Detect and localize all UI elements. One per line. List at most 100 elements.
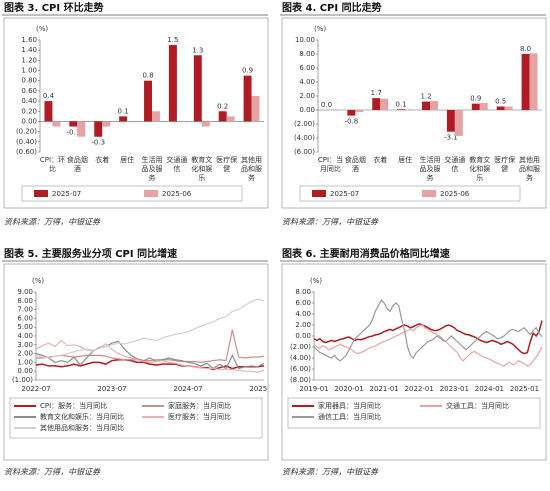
y-tick-label: (6.00) [290,365,311,373]
label-line: 其他用 [519,155,540,164]
bar [102,121,111,127]
y-tick-label: (2.00) [294,120,315,128]
y-tick-label: (4.00) [290,354,311,362]
x-tick-label: 医疗保健 [216,155,237,173]
label-line: 交通通 [444,155,465,164]
x-tick-label: 2024-01 [475,385,504,393]
label-line: 乐 [476,173,483,182]
legend-label: 2025-06 [162,190,192,198]
value-label: 0.8 [142,72,153,80]
legend-swatch [144,190,158,197]
x-tick-label: 2025-07 [249,385,278,393]
bar [422,101,430,110]
y-tick-label: (1.00) [12,376,33,384]
y-tick-label: 0.80 [21,77,37,85]
x-tick-label: 2022-07 [21,385,50,393]
bar [119,116,128,122]
label-line: 务 [248,173,255,182]
label-line: 信 [451,164,458,173]
label-line: 医疗保 [216,155,237,164]
bar [52,121,61,127]
y-tick-label: 1.00 [21,67,37,75]
y-tick-label: 0.00 [299,106,315,114]
value-label: 1.5 [167,36,178,44]
label-line: 月同比 [320,164,341,173]
x-tick-label: 2020-01 [334,385,363,393]
y-tick-label: 1.40 [21,46,37,54]
legend-label: 2025-07 [52,190,81,198]
label-line: 务 [149,173,156,182]
chart-title: 图表 3. CPI 环比走势 [4,1,104,14]
label-line: 务 [427,173,434,182]
bar [529,53,538,110]
y-tick-label: 4.00 [299,78,315,86]
x-tick-label: 生活用品及服务 [420,155,441,182]
x-tick-label: 交通通信 [166,155,187,173]
bar [201,121,210,127]
chart-title: 图表 4. CPI 同比走势 [282,1,382,14]
label-line: 品及服 [420,165,441,173]
x-tick-label: 2022-01 [405,385,434,393]
label-line: 生活用 [142,155,163,164]
y-tick-label: (0.40) [16,138,37,146]
y-tick-label: (4.00) [294,134,315,142]
bar [521,54,530,110]
x-tick-label: 教育文化和娱乐 [191,155,212,182]
series-line [313,320,543,355]
chart-title: 图表 6. 主要耐用消费品价格同比增速 [282,247,450,260]
legend-label: 2025-07 [330,190,359,198]
legend-swatch [422,190,436,197]
source-note: 资料来源：万得，中银证券 [4,468,101,477]
label-line: 比 [49,164,56,173]
y-tick-label: 0.00 [17,367,33,375]
series-line [313,299,543,362]
legend-label: 通信工具：当月同比 [318,412,381,421]
label-line: 酒 [352,165,359,173]
label-line: CPI：环 [40,156,65,164]
legend-label: 家用器具：当月同比 [318,401,381,410]
y-tick-label: 8.00 [299,50,315,58]
bar [504,106,513,110]
x-tick-label: 2023-01 [440,385,469,393]
y-tick-label: 2.00 [17,350,33,358]
bar [380,98,389,110]
y-tick-label: (2.00) [290,343,311,351]
bar [430,100,438,110]
series-line [35,339,265,373]
y-tick-label: (6.00) [294,148,315,156]
unit-label: (%) [32,277,44,285]
value-label: 0.2 [217,102,228,110]
chart-title: 图表 5. 主要服务业分项 CPI 同比增速 [4,247,177,260]
y-tick-label: 1.00 [17,358,33,366]
x-tick-label: 2023-07 [97,385,126,393]
y-tick-label: (0.20) [16,128,37,136]
series-line [313,324,543,367]
chart-frame [3,17,269,209]
x-tick-label: 2025-01 [510,385,539,393]
legend-swatch [312,190,326,197]
bar [69,121,78,127]
bar [193,55,202,122]
legend-label: 其他用品和服务：当月同比 [40,423,124,432]
legend-frame [299,185,521,202]
legend-label: 教育文化和娱乐：当月同比 [40,412,124,421]
y-tick-label: 0.40 [21,97,37,105]
label-line: 教育文 [191,155,212,164]
y-tick-label: 8.00 [295,288,311,296]
label-line: 医疗保 [494,155,515,164]
y-tick-label: (8.00) [290,376,311,384]
y-tick-label: 4.00 [295,310,311,318]
unit-label: (%) [36,25,48,33]
bar [454,110,463,136]
legend-frame [287,397,541,429]
x-tick-label: 衣着 [373,155,387,164]
chart-frame [3,263,269,461]
legend-label: CPI：服务：当月同比 [40,401,107,410]
y-tick-label: 10.00 [295,36,315,44]
y-tick-label: 1.20 [21,56,37,64]
y-tick-label: 3.00 [17,341,33,349]
